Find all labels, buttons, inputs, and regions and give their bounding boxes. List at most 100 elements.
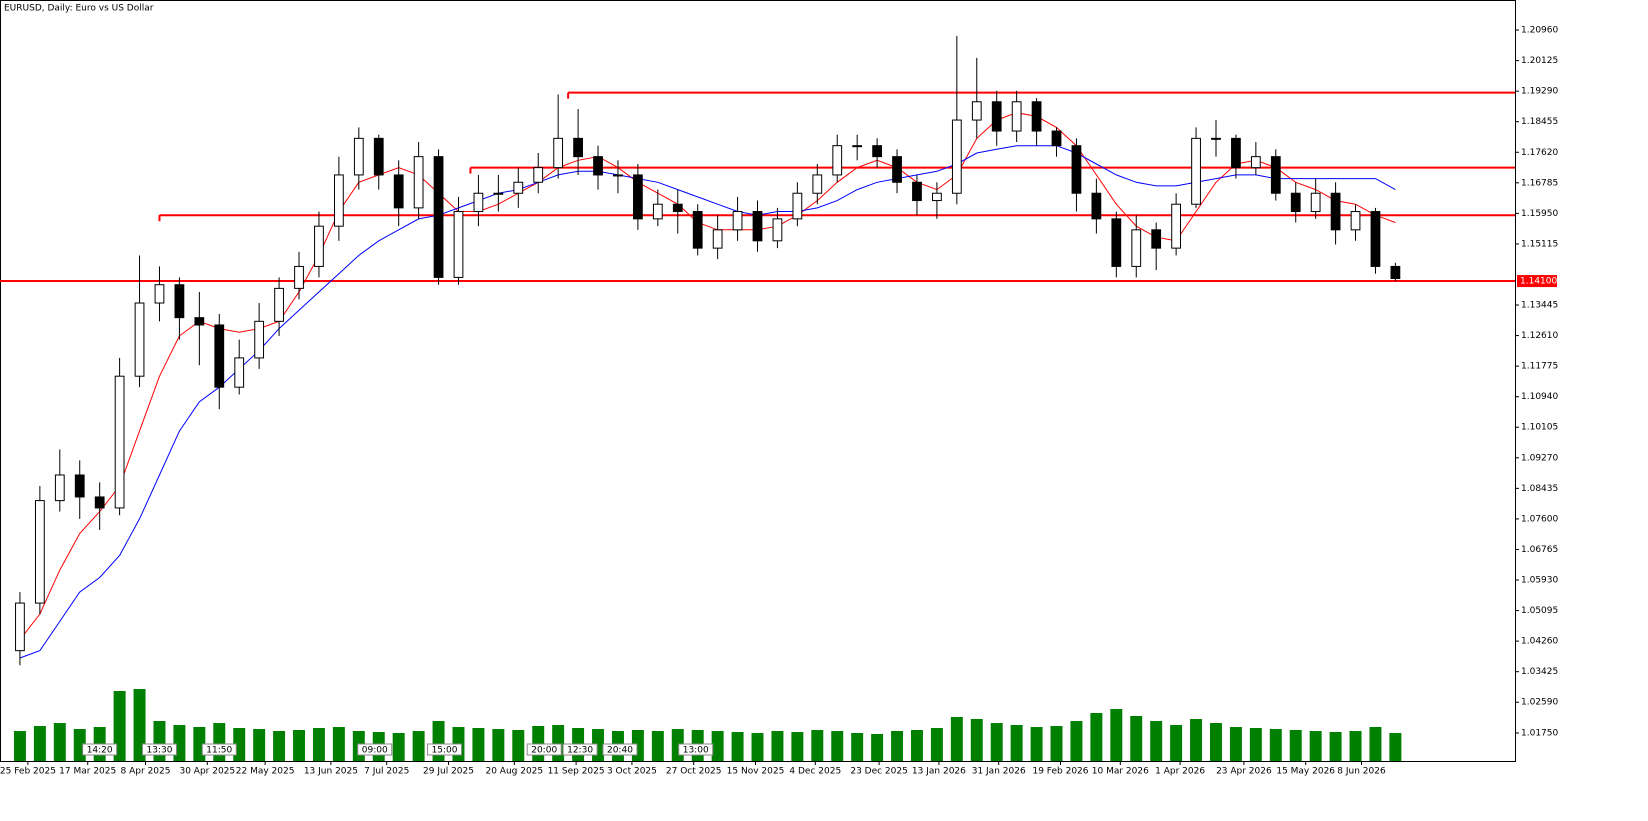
x-tick-label: 13 Jun 2025 <box>304 767 358 777</box>
volume-bar <box>631 730 644 761</box>
candle-body <box>1310 192 1321 213</box>
volume-bar <box>1170 725 1183 761</box>
candle-body <box>1031 101 1042 132</box>
candle-body <box>573 137 583 158</box>
y-tick-label: 1.07600 <box>1521 514 1558 524</box>
volume-bar <box>711 731 724 761</box>
volume-bar <box>472 728 485 761</box>
candle-body <box>732 211 743 231</box>
candle-body <box>1250 156 1261 169</box>
candle-body <box>154 284 165 304</box>
y-tick-label: 1.20125 <box>1521 56 1558 66</box>
volume-bar <box>910 730 923 761</box>
candle-body <box>1211 137 1221 140</box>
level-label: 1.14100 <box>1520 277 1557 287</box>
y-tick-label: 1.02590 <box>1521 698 1558 708</box>
session-marker: 12:30 <box>567 746 593 756</box>
x-tick-label: 10 Mar 2026 <box>1092 767 1149 777</box>
candle-body <box>1290 192 1301 213</box>
volume-bar <box>1269 729 1282 761</box>
y-tick-label: 1.13445 <box>1521 301 1558 311</box>
candle-body <box>353 137 364 176</box>
session-marker: 13:30 <box>147 746 173 756</box>
volume-bar <box>512 730 525 761</box>
candle-body <box>772 218 783 242</box>
volume-bar <box>153 721 166 761</box>
session-marker-box <box>602 743 638 756</box>
x-tick-label: 29 Jul 2025 <box>423 767 474 777</box>
candle-body <box>54 474 65 502</box>
candle-body <box>453 211 464 278</box>
volume-bar <box>193 727 206 761</box>
candle-body <box>1330 192 1341 231</box>
volume-bar <box>1249 728 1262 761</box>
candle-body <box>692 211 703 249</box>
y-tick-label: 1.11775 <box>1521 362 1558 372</box>
volume-bar <box>432 721 445 761</box>
volume-bar <box>213 723 226 761</box>
candle-body <box>134 302 145 377</box>
candle-body <box>752 211 763 242</box>
candle-body <box>852 145 863 148</box>
candle-body <box>1270 156 1281 194</box>
volume-bar <box>811 730 824 761</box>
x-tick-label: 8 Jun 2026 <box>1337 767 1386 777</box>
candle-body <box>832 145 843 176</box>
volume-bar <box>1070 721 1083 761</box>
candle-body <box>194 317 205 326</box>
y-tick-label: 1.20960 <box>1521 26 1558 36</box>
volume-bar <box>13 731 26 761</box>
x-tick-label: 19 Feb 2026 <box>1032 767 1088 777</box>
volume-bar <box>133 689 146 761</box>
moving-average <box>19 145 1396 659</box>
x-tick-label: 30 Apr 2025 <box>179 767 235 777</box>
volume-bar <box>1210 723 1222 761</box>
candle-body <box>294 265 304 289</box>
y-tick-label: 1.10105 <box>1521 423 1558 433</box>
session-marker: 13:00 <box>683 746 709 756</box>
candle-body <box>314 225 324 267</box>
volume-bar <box>1289 730 1302 761</box>
candle-body <box>613 174 623 177</box>
session-marker: 20:40 <box>607 746 633 756</box>
volume-bar <box>751 733 764 761</box>
volume-bar <box>970 719 983 761</box>
candle-body <box>214 324 225 388</box>
candle-body <box>991 101 1002 132</box>
x-tick-label: 22 May 2025 <box>236 767 295 777</box>
candle-body <box>1111 218 1122 267</box>
y-tick-label: 1.17620 <box>1521 148 1558 158</box>
volume-bar <box>233 728 246 761</box>
candle-body <box>932 192 942 202</box>
volume-bar <box>332 727 345 761</box>
candle-body <box>1071 145 1082 194</box>
y-tick-label: 1.15950 <box>1521 209 1558 219</box>
volume-bar <box>253 729 266 761</box>
volume-bar <box>492 729 505 761</box>
volume-bar <box>1349 731 1362 761</box>
x-tick-label: 15 Nov 2025 <box>727 767 785 777</box>
candle-body <box>633 174 643 220</box>
candle-body <box>553 137 564 169</box>
volume-bar <box>851 733 864 761</box>
y-tick-label: 1.01750 <box>1521 728 1558 738</box>
chart-title: EURUSD, Daily: Euro vs US Dollar <box>4 4 154 14</box>
volume-bar <box>173 725 186 761</box>
moving-average <box>19 112 1396 641</box>
volume-bar <box>1090 713 1103 761</box>
candle-body <box>593 156 603 176</box>
candle-body <box>493 192 504 195</box>
x-tick-label: 23 Dec 2025 <box>850 767 908 777</box>
session-marker-box <box>82 743 118 756</box>
candle-body <box>533 167 544 183</box>
session-marker-box <box>357 743 393 756</box>
candle-body <box>1051 130 1062 147</box>
candle-body <box>812 174 823 194</box>
session-marker-box <box>427 743 463 756</box>
candle-body <box>413 156 424 209</box>
volume-bar <box>412 731 425 761</box>
volume-bar <box>293 730 305 761</box>
candle-body <box>1231 137 1241 169</box>
y-tick-label: 1.05930 <box>1521 576 1558 586</box>
